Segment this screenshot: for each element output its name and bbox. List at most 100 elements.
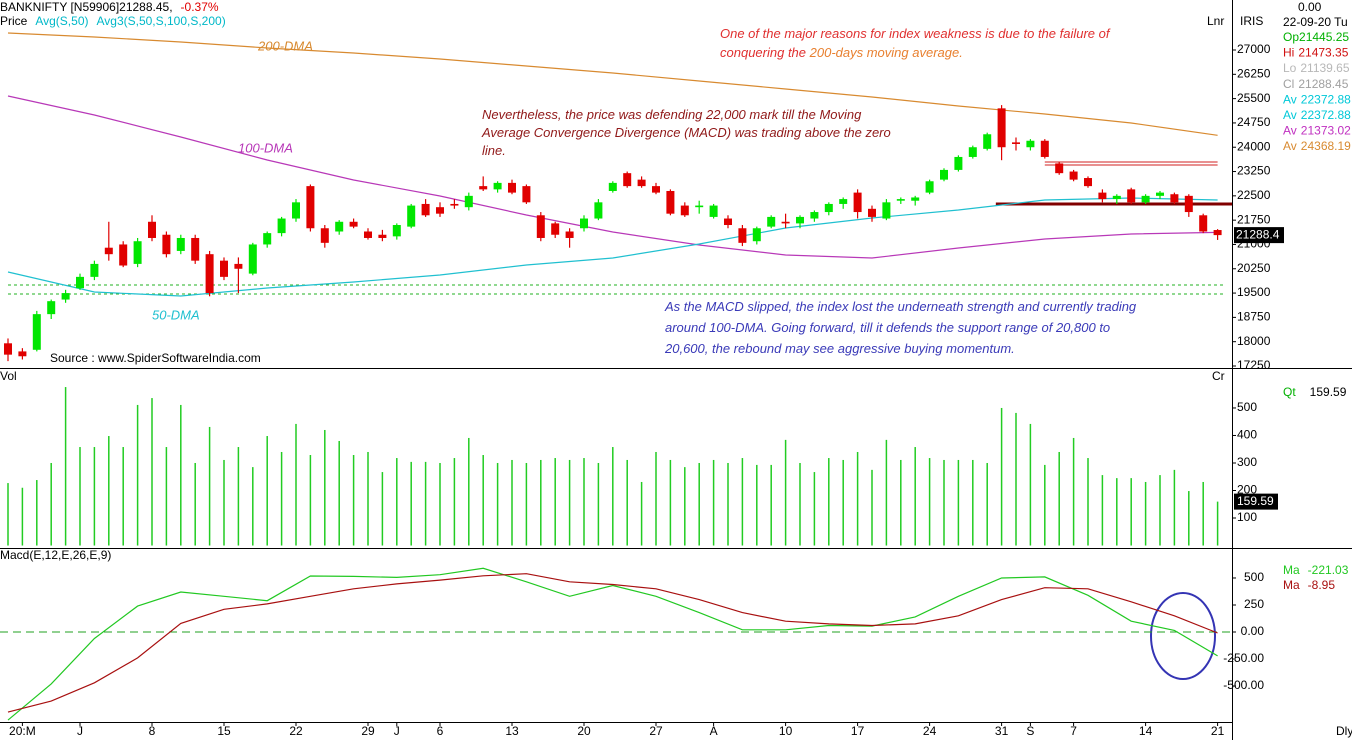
volume-bar xyxy=(1159,475,1161,546)
x-tick-label: 20 xyxy=(577,724,591,738)
candle-body xyxy=(666,190,675,214)
volume-bar xyxy=(439,462,441,546)
x-tick-label: 24 xyxy=(923,724,937,738)
candle-body xyxy=(940,169,948,180)
candle-body xyxy=(349,221,358,227)
volume-bar xyxy=(1072,437,1075,546)
candle-body xyxy=(565,231,574,238)
candle-body xyxy=(767,216,776,227)
volume-bar xyxy=(496,462,499,546)
candle-body xyxy=(263,233,272,245)
volume-bar xyxy=(223,459,225,546)
candle-body xyxy=(839,199,848,204)
candle-body xyxy=(61,293,70,300)
exchange: IRIS xyxy=(1240,14,1263,28)
volume-bar xyxy=(1116,478,1118,546)
annotation-text: Nevertheless, the price was defending 22… xyxy=(482,107,862,122)
candle-body xyxy=(536,215,545,238)
info-value: 21373.02 xyxy=(1301,124,1351,138)
candle-body xyxy=(911,197,920,201)
x-tick-label: 8 xyxy=(149,724,156,738)
volume-bar xyxy=(1087,458,1089,546)
candle-body xyxy=(4,343,12,355)
candle-body xyxy=(392,225,401,237)
candle-body xyxy=(810,212,819,219)
candle-body xyxy=(104,247,113,255)
volume-bar xyxy=(554,458,556,546)
macd-line xyxy=(7,573,1218,713)
price-marker xyxy=(1234,227,1284,244)
info-value: 21139.65 xyxy=(1300,61,1349,75)
volume-bar xyxy=(79,447,81,546)
volume-bar xyxy=(1029,423,1032,546)
candle-body xyxy=(277,218,286,234)
candle-body xyxy=(868,208,876,217)
candle-body xyxy=(493,182,502,190)
x-tick-label: S xyxy=(1026,724,1034,738)
info-row: Hi 21473.35 xyxy=(1283,46,1349,60)
x-tick-label: 15 xyxy=(217,724,231,738)
volume-bar xyxy=(842,459,844,546)
info-label: Op xyxy=(1283,30,1299,44)
x-tick-label: 31 xyxy=(995,724,1009,738)
volume-bar xyxy=(655,451,657,546)
volume-bar xyxy=(712,459,715,546)
candle-body xyxy=(824,203,833,213)
candle-body xyxy=(90,263,99,277)
volume-bar xyxy=(266,436,268,546)
volume-bar xyxy=(540,459,542,546)
candle-body xyxy=(76,276,84,289)
x-tick-label: 6 xyxy=(437,724,444,738)
readout-label: Ma xyxy=(1283,578,1300,592)
moving-average xyxy=(7,32,1218,136)
candle-body xyxy=(220,260,228,277)
volume-bar xyxy=(583,458,585,546)
candle-body xyxy=(479,186,488,190)
annotation: 20,600, the rebound may see aggressive b… xyxy=(664,341,1015,356)
volume-bar xyxy=(1101,475,1104,546)
volume-bar xyxy=(871,469,873,546)
volume-bar xyxy=(453,458,456,546)
y-tick-label: 500 xyxy=(1244,570,1264,584)
volume-bar xyxy=(410,461,412,546)
volume-bar xyxy=(928,458,931,546)
candle-body xyxy=(580,218,588,229)
volume-bar xyxy=(784,439,787,546)
candle-body xyxy=(896,199,905,201)
y-tick-label: 24750 xyxy=(1237,115,1271,129)
volume-bar xyxy=(180,404,182,546)
volume-marker-label: 159.59 xyxy=(1237,494,1274,508)
candle-body xyxy=(176,237,185,251)
info-row: Av 24368.19 xyxy=(1283,139,1351,153)
annotation: As the MACD slipped, the index lost the … xyxy=(664,299,1137,314)
x-tick-label: 13 xyxy=(505,724,519,738)
annotation: conquering the 200-days moving average. xyxy=(720,45,963,60)
candle-body xyxy=(436,207,444,214)
moving-average xyxy=(7,95,1218,259)
pane-title: Macd(E,12,E,26,E,9) xyxy=(0,548,111,562)
candle-body xyxy=(1127,189,1136,203)
volume-bar xyxy=(1058,451,1060,546)
y-tick-label: -250.00 xyxy=(1223,651,1264,665)
candle-body xyxy=(796,216,804,224)
x-tick-label: 14 xyxy=(1139,724,1153,738)
annotation: Average Convergence Divergence (MACD) wa… xyxy=(481,125,891,140)
info-value: 21288.45 xyxy=(1298,77,1348,91)
y-tick-label: 18750 xyxy=(1237,310,1271,324)
candle-body xyxy=(378,234,387,238)
volume-bar xyxy=(770,464,772,546)
volume-bar xyxy=(597,462,600,546)
annotation: Nevertheless, the price was defending 22… xyxy=(482,107,862,122)
price-marker-label: 21288.4 xyxy=(1236,227,1280,241)
annotation: line. xyxy=(482,143,506,158)
volume-bar xyxy=(352,455,355,546)
info-row: Lo 21139.65 xyxy=(1283,61,1350,75)
pane-title: Vol xyxy=(0,369,17,383)
x-tick-label: 29 xyxy=(361,724,375,738)
volume-bar xyxy=(252,467,254,546)
volume-bar xyxy=(986,462,988,546)
candle-body xyxy=(853,192,862,213)
volume-bar xyxy=(36,480,38,546)
candle-body xyxy=(162,234,171,255)
